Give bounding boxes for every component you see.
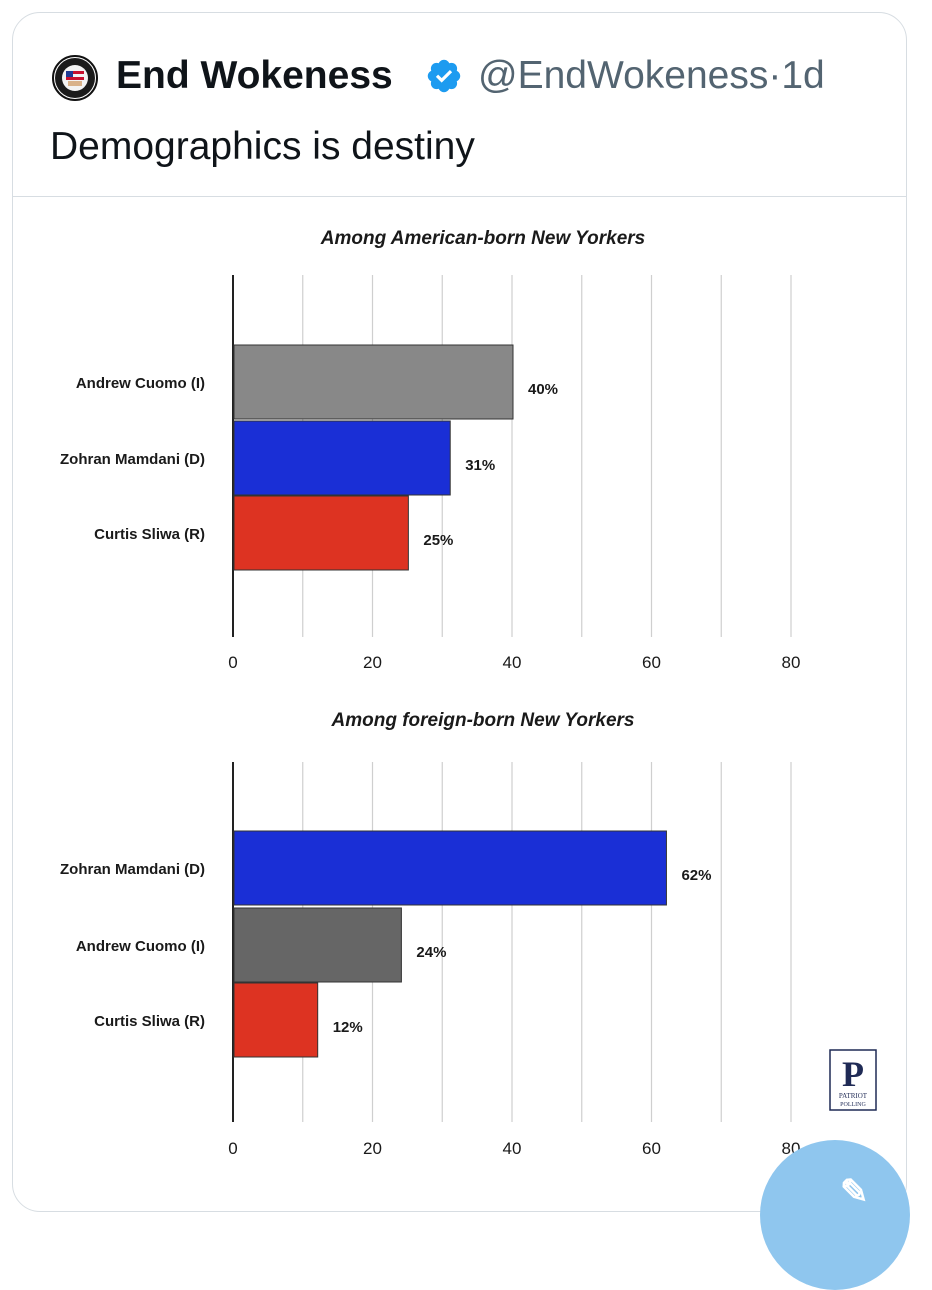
category-label: Curtis Sliwa (R) bbox=[94, 526, 205, 543]
value-label: 25% bbox=[423, 532, 453, 549]
bar bbox=[233, 495, 409, 571]
watermark-caption-2: POLLING bbox=[840, 1102, 866, 1108]
chart-title: Among foreign-born New Yorkers bbox=[331, 710, 635, 731]
patriot-polling-logo: P PATRIOT POLLING bbox=[829, 1049, 877, 1111]
bar bbox=[233, 982, 319, 1058]
tweet-text: Demographics is destiny bbox=[50, 125, 475, 168]
bar bbox=[233, 344, 514, 420]
x-tick-label: 80 bbox=[782, 653, 801, 672]
value-label: 40% bbox=[528, 381, 558, 398]
bar bbox=[233, 830, 667, 906]
x-tick-label: 0 bbox=[228, 1139, 237, 1158]
x-tick-label: 20 bbox=[363, 1139, 382, 1158]
category-label: Andrew Cuomo (I) bbox=[76, 375, 205, 392]
media-divider bbox=[12, 196, 907, 197]
category-label: Zohran Mamdani (D) bbox=[60, 861, 205, 878]
category-label: Andrew Cuomo (I) bbox=[76, 938, 205, 955]
patch-logo-icon bbox=[55, 58, 95, 98]
avatar[interactable] bbox=[52, 55, 98, 101]
bar bbox=[233, 420, 451, 496]
watermark-letter: P bbox=[842, 1054, 864, 1094]
category-label: Curtis Sliwa (R) bbox=[94, 1013, 205, 1030]
value-label: 62% bbox=[681, 867, 711, 884]
compose-icon: ✎ bbox=[840, 1173, 869, 1211]
tweet-card[interactable] bbox=[12, 12, 907, 1212]
display-name[interactable]: End Wokeness bbox=[116, 54, 393, 97]
x-tick-label: 40 bbox=[503, 1139, 522, 1158]
x-tick-label: 20 bbox=[363, 653, 382, 672]
x-tick-label: 60 bbox=[642, 653, 661, 672]
x-tick-label: 0 bbox=[228, 653, 237, 672]
bar bbox=[233, 907, 402, 983]
watermark-caption-1: PATRIOT bbox=[839, 1092, 868, 1100]
compose-button[interactable] bbox=[760, 1140, 910, 1290]
value-label: 12% bbox=[333, 1019, 363, 1036]
category-label: Zohran Mamdani (D) bbox=[60, 451, 205, 468]
x-tick-label: 40 bbox=[503, 653, 522, 672]
chart-title: Among American-born New Yorkers bbox=[320, 228, 645, 249]
handle-and-time[interactable]: @EndWokeness·1d bbox=[478, 52, 825, 100]
chart-american-born: Among American-born New Yorkers 0 20 40 60 80… bbox=[60, 228, 800, 672]
timestamp[interactable]: 1d bbox=[781, 54, 825, 97]
separator: · bbox=[768, 54, 782, 97]
x-tick-label: 60 bbox=[642, 1139, 661, 1158]
charts-image[interactable]: Among American-born New Yorkers 0 20 40 60 80… bbox=[0, 0, 932, 1200]
handle[interactable]: @EndWokeness bbox=[478, 54, 769, 97]
verified-badge-icon bbox=[427, 59, 461, 93]
value-label: 31% bbox=[465, 457, 495, 474]
value-label: 24% bbox=[416, 944, 446, 961]
